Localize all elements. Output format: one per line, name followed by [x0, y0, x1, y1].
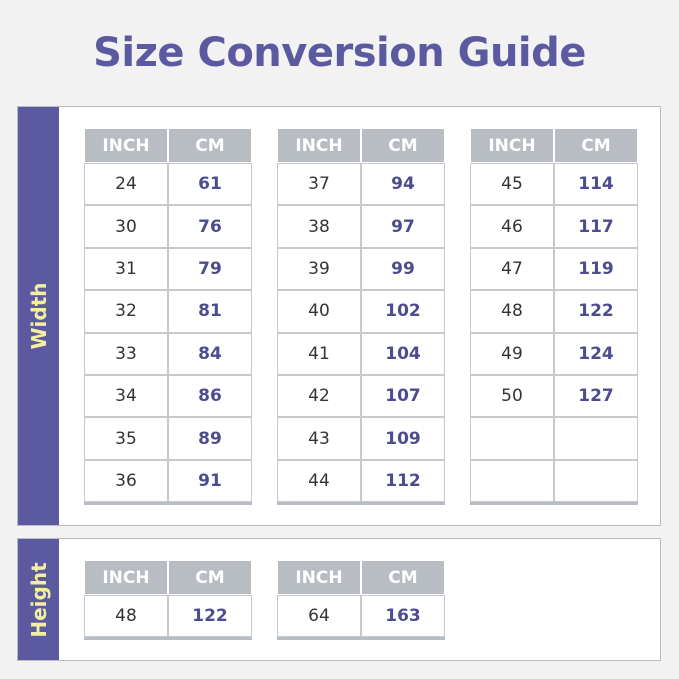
empty-cell	[470, 459, 554, 503]
value-cell: 43	[277, 417, 361, 460]
value-cell: 81	[168, 290, 252, 333]
value-cell: 114	[554, 163, 638, 206]
value-cell: 122	[554, 290, 638, 333]
empty-cell	[470, 417, 554, 460]
size-table: INCH CM 37 94 38 97 39 99 40 102 41 104 42 107 43 109 44…	[277, 128, 445, 506]
value-cell: 163	[361, 595, 445, 638]
value-cell: 45	[470, 163, 554, 206]
value-cell: 104	[361, 332, 445, 375]
header-cell: CM	[168, 560, 252, 595]
header-cell: CM	[554, 128, 638, 163]
header-cell: INCH	[84, 128, 168, 163]
size-table: INCH CM 45 114 46 117 47 119 48 122 49 124 50 127	[470, 128, 638, 506]
value-cell: 127	[554, 375, 638, 418]
value-cell: 48	[84, 595, 168, 638]
value-cell: 33	[84, 332, 168, 375]
header-cell: CM	[361, 560, 445, 595]
header-cell: INCH	[470, 128, 554, 163]
size-table: INCH CM 48 122	[84, 560, 252, 641]
value-cell: 40	[277, 290, 361, 333]
value-cell: 37	[277, 163, 361, 206]
section-panel: Width INCH CM 24 61 30 76 31 79 32 81 33 84 34 86 35 89 3…	[17, 106, 661, 527]
value-cell: 102	[361, 290, 445, 333]
value-cell: 122	[168, 595, 252, 638]
value-cell: 38	[277, 205, 361, 248]
value-cell: 107	[361, 375, 445, 418]
value-cell: 89	[168, 417, 252, 460]
value-cell: 91	[168, 459, 252, 503]
section-label: Width	[26, 282, 51, 350]
value-cell: 31	[84, 247, 168, 291]
section-label: Height	[26, 562, 51, 638]
size-table: INCH CM 24 61 30 76 31 79 32 81 33 84 34 86 35 89 36 91	[84, 128, 252, 506]
value-cell: 41	[277, 332, 361, 375]
value-cell: 24	[84, 163, 168, 206]
value-cell: 76	[168, 205, 252, 248]
header-cell: CM	[168, 128, 252, 163]
header-cell: INCH	[84, 560, 168, 595]
value-cell: 117	[554, 205, 638, 248]
value-cell: 119	[554, 247, 638, 291]
empty-cell	[554, 459, 638, 503]
section-panel: Height INCH CM 48 122 INCH CM 64 163	[17, 538, 661, 662]
header-cell: INCH	[277, 560, 361, 595]
header-cell: INCH	[277, 128, 361, 163]
value-cell: 124	[554, 332, 638, 375]
value-cell: 97	[361, 205, 445, 248]
section-strip: Height	[18, 539, 59, 661]
value-cell: 30	[84, 205, 168, 248]
value-cell: 48	[470, 290, 554, 333]
value-cell: 50	[470, 375, 554, 418]
value-cell: 35	[84, 417, 168, 460]
value-cell: 99	[361, 247, 445, 291]
value-cell: 86	[168, 375, 252, 418]
value-cell: 42	[277, 375, 361, 418]
size-table: INCH CM 64 163	[277, 560, 445, 641]
empty-cell	[554, 417, 638, 460]
value-cell: 64	[277, 595, 361, 638]
value-cell: 36	[84, 459, 168, 503]
value-cell: 46	[470, 205, 554, 248]
value-cell: 32	[84, 290, 168, 333]
value-cell: 49	[470, 332, 554, 375]
value-cell: 79	[168, 247, 252, 291]
value-cell: 94	[361, 163, 445, 206]
section-strip: Width	[18, 107, 59, 526]
value-cell: 84	[168, 332, 252, 375]
value-cell: 34	[84, 375, 168, 418]
value-cell: 47	[470, 247, 554, 291]
header-cell: CM	[361, 128, 445, 163]
value-cell: 61	[168, 163, 252, 206]
value-cell: 109	[361, 417, 445, 460]
value-cell: 44	[277, 459, 361, 503]
value-cell: 39	[277, 247, 361, 291]
value-cell: 112	[361, 459, 445, 503]
title: Size Conversion Guide	[93, 30, 586, 76]
